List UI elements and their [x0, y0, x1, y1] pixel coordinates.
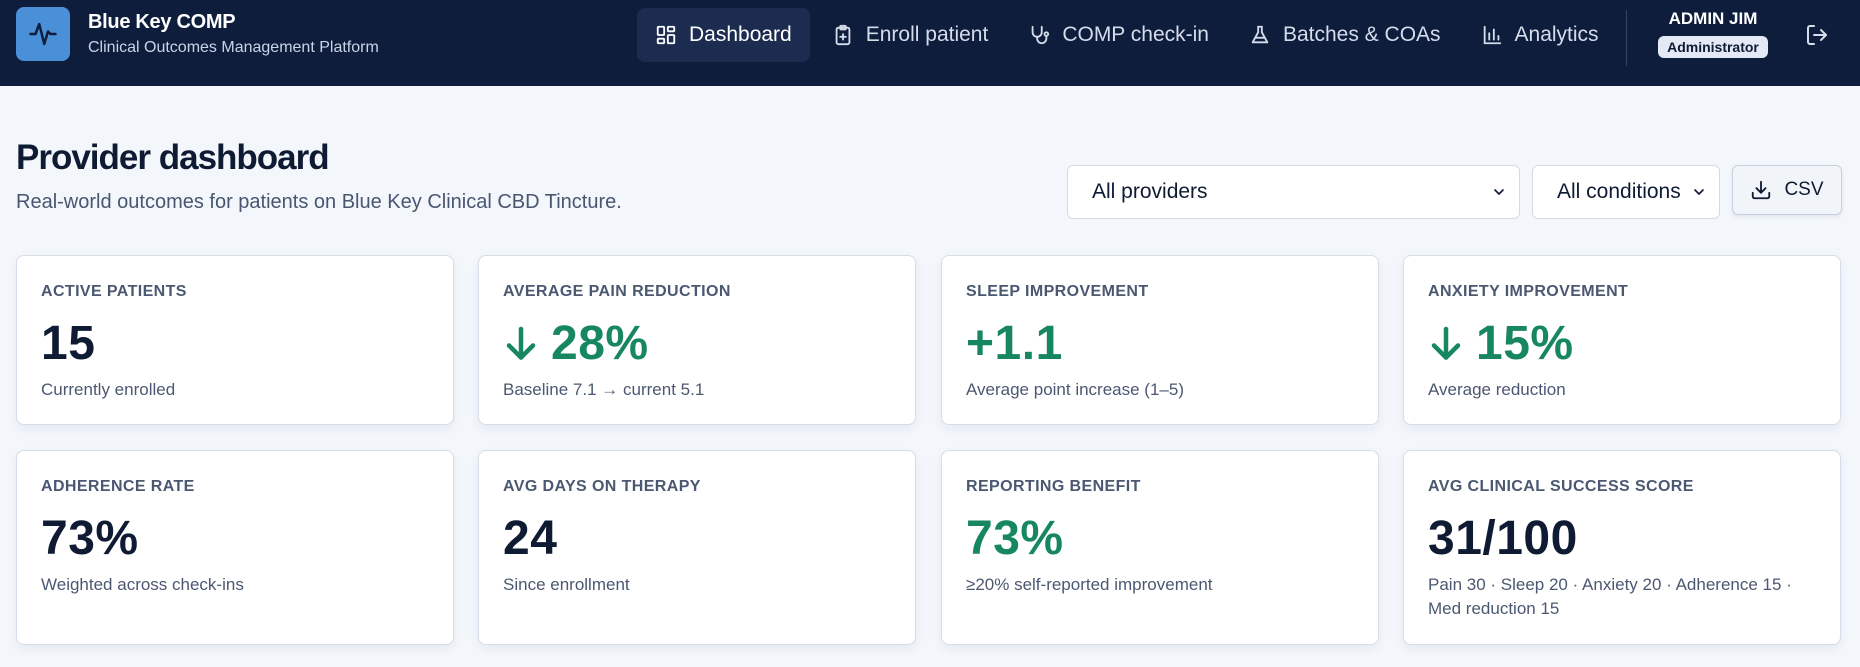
nav-item-comp-check-in[interactable]: COMP check-in	[1010, 8, 1227, 62]
chevron-down-icon	[1694, 189, 1704, 195]
nav-item-analytics[interactable]: Analytics	[1463, 8, 1617, 62]
kpi-card-average-pain-reduction: AVERAGE PAIN REDUCTION 28% Baseline 7.1 …	[478, 255, 916, 425]
nav-item-label: Dashboard	[689, 23, 792, 46]
kpi-value-text: 15	[41, 317, 96, 370]
kpi-card-avg-clinical-success-score: AVG CLINICAL SUCCESS SCORE 31/100 Pain 3…	[1403, 450, 1841, 645]
nav-item-label: COMP check-in	[1062, 23, 1209, 46]
kpi-label: SLEEP IMPROVEMENT	[966, 283, 1149, 300]
csv-button-label: CSV	[1784, 179, 1824, 200]
page-subtitle: Real-world outcomes for patients on Blue…	[16, 191, 622, 213]
condition-select-value: All conditions	[1557, 180, 1681, 203]
logout-icon	[1807, 25, 1827, 45]
main-nav: Dashboard Enroll patient COMP check-in B…	[637, 8, 1621, 62]
header-divider	[1626, 10, 1627, 66]
kpi-description: Currently enrolled	[41, 380, 176, 399]
kpi-description: Since enrollment	[503, 575, 630, 594]
kpi-value-text: 15%	[1476, 317, 1574, 370]
kpi-value: 31/100	[1428, 511, 1578, 567]
kpi-description: Average reduction	[1428, 380, 1566, 399]
kpi-value: 24	[503, 511, 557, 567]
flask-icon	[1251, 25, 1269, 44]
kpi-value: 73%	[41, 511, 139, 567]
nav-item-label: Analytics	[1514, 23, 1599, 46]
kpi-value-text: 31/100	[1428, 512, 1578, 565]
kpi-label: ANXIETY IMPROVEMENT	[1428, 283, 1629, 300]
kpi-card-avg-days-on-therapy: AVG DAYS ON THERAPY 24 Since enrollment	[478, 450, 916, 645]
download-icon	[1752, 180, 1771, 200]
brand-subtitle: Clinical Outcomes Management Platform	[88, 38, 379, 56]
kpi-value-text: 24	[503, 512, 558, 565]
nav-item-label: Batches & COAs	[1282, 23, 1441, 46]
provider-select[interactable]: All providers	[1067, 165, 1520, 219]
kpi-description: ≥20% self-reported improvement	[966, 575, 1213, 594]
nav-item-enroll-patient[interactable]: Enroll patient	[814, 8, 1007, 62]
kpi-card-anxiety-improvement: ANXIETY IMPROVEMENT 15% Average reductio…	[1403, 255, 1841, 425]
kpi-label: AVG DAYS ON THERAPY	[503, 478, 701, 495]
brand[interactable]: Blue Key COMP Clinical Outcomes Manageme…	[16, 7, 379, 61]
condition-select[interactable]: All conditions	[1532, 165, 1720, 219]
logout-button[interactable]	[1805, 23, 1829, 52]
page-title: Provider dashboard	[16, 138, 330, 177]
kpi-description: Average point increase (1–5)	[966, 380, 1184, 399]
kpi-description: Pain 30 · Sleep 20 · Anxiety 20 · Adhere…	[1428, 575, 1792, 618]
kpi-card-adherence-rate: ADHERENCE RATE 73% Weighted across check…	[16, 450, 454, 645]
stethoscope-icon	[1031, 25, 1050, 45]
provider-select-value: All providers	[1092, 180, 1208, 203]
kpi-value: 15	[41, 316, 95, 372]
chevron-down-icon	[1494, 189, 1504, 195]
bar-chart-icon	[1483, 25, 1501, 45]
kpi-label: AVERAGE PAIN REDUCTION	[503, 283, 731, 300]
kpi-label: ADHERENCE RATE	[41, 478, 195, 495]
pulse-icon	[16, 7, 70, 61]
kpi-value-text: +1.1	[966, 317, 1063, 370]
kpi-value: +1.1	[966, 316, 1063, 372]
kpi-value: 28%	[503, 316, 649, 372]
kpi-value: 73%	[966, 511, 1064, 567]
brand-title: Blue Key COMP	[88, 10, 236, 33]
nav-item-batches-coas[interactable]: Batches & COAs	[1231, 8, 1459, 62]
arrow-down-icon	[506, 326, 536, 360]
role-badge: Administrator	[1658, 36, 1768, 58]
kpi-card-reporting-benefit: REPORTING BENEFIT 73% ≥20% self-reported…	[941, 450, 1379, 645]
dashboard-grid-icon	[656, 25, 676, 45]
kpi-card-sleep-improvement: SLEEP IMPROVEMENT +1.1 Average point inc…	[941, 255, 1379, 425]
user-name: ADMIN JIM	[1668, 9, 1758, 28]
csv-export-button[interactable]: CSV	[1732, 165, 1842, 215]
kpi-label: REPORTING BENEFIT	[966, 478, 1141, 495]
nav-item-label: Enroll patient	[865, 23, 989, 46]
top-navigation-bar: Blue Key COMP Clinical Outcomes Manageme…	[0, 0, 1860, 86]
clipboard-plus-icon	[835, 24, 851, 46]
kpi-value-text: 28%	[551, 317, 649, 370]
kpi-value-text: 73%	[966, 512, 1064, 565]
kpi-label: AVG CLINICAL SUCCESS SCORE	[1428, 478, 1694, 495]
kpi-description: Baseline 7.1 → current 5.1	[503, 380, 705, 399]
kpi-card-active-patients: ACTIVE PATIENTS 15 Currently enrolled	[16, 255, 454, 425]
kpi-value-text: 73%	[41, 512, 139, 565]
kpi-value: 15%	[1428, 316, 1574, 372]
user-menu[interactable]: ADMIN JIM Administrator	[1657, 8, 1769, 58]
kpi-description: Weighted across check-ins	[41, 575, 244, 594]
nav-item-dashboard[interactable]: Dashboard	[637, 8, 810, 62]
kpi-label: ACTIVE PATIENTS	[41, 283, 187, 300]
arrow-down-icon	[1431, 326, 1461, 360]
